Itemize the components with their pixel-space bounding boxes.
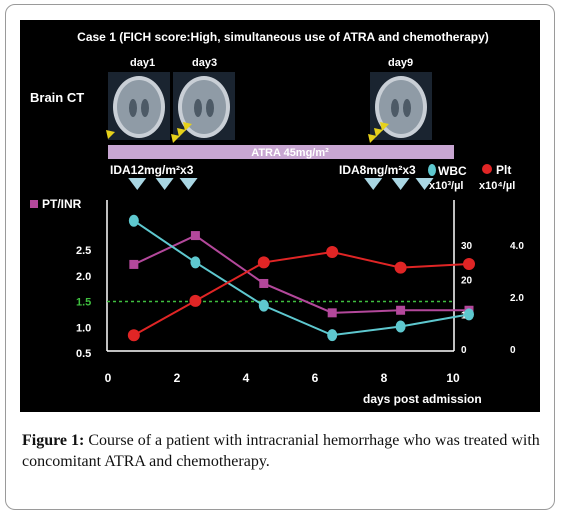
ct-ventricle-left: [194, 99, 202, 117]
chart-panel: Case 1 (FICH score:High, simultaneous us…: [20, 20, 540, 412]
ct-ventricle-right: [206, 99, 214, 117]
left-tick-label: 2.0: [76, 271, 91, 283]
x-tick-label: 2: [174, 371, 181, 385]
mid-tick-label: 30: [461, 241, 473, 252]
atra-label: ATRA 45mg/m²: [251, 147, 329, 159]
data-point: [127, 329, 140, 342]
legend-ptinr-marker: [30, 200, 38, 208]
legend-wbc-marker: [428, 164, 436, 176]
data-point: [190, 256, 201, 269]
ct-arrow-icon: [183, 122, 192, 131]
data-point: [189, 294, 202, 307]
ida-dose-triangle-2-3: [415, 178, 434, 190]
ct-arrow-icon: [106, 130, 115, 139]
ida-dose-markers: [128, 178, 434, 190]
ct-scan-day9: day9: [368, 57, 432, 143]
series-pt-inr: [129, 231, 474, 318]
mid-tick-label: 20: [461, 276, 473, 287]
data-point: [394, 261, 407, 274]
data-point: [129, 259, 139, 269]
right-tick-label: 4.0: [510, 241, 524, 252]
ct-ventricle-right: [403, 99, 411, 117]
ct-arrow-icon: [171, 134, 180, 143]
ida-dose-triangle-1-2: [155, 178, 174, 190]
ida-dose-triangle-1-1: [128, 178, 147, 190]
x-axis-title: days post admission: [363, 392, 482, 406]
x-tick-label: 4: [243, 371, 250, 385]
ida-dose-triangle-1-3: [179, 178, 198, 190]
series-line: [133, 234, 469, 314]
left-tick-label: 1.5: [76, 297, 91, 309]
caption-label: Figure 1:: [22, 432, 85, 449]
atra-bar: [108, 145, 454, 159]
data-point: [464, 308, 474, 321]
ct-arrow-icon: [380, 122, 389, 131]
series-plt: [127, 246, 475, 342]
left-tick-label: 2.5: [76, 245, 91, 257]
data-point: [190, 231, 200, 241]
data-point: [258, 299, 269, 312]
ct-brain: [117, 80, 161, 134]
ct-arrow-icon: [374, 128, 383, 137]
chart-title: Case 1 (FICH score:High, simultaneous us…: [77, 30, 489, 44]
data-point: [463, 257, 475, 270]
chart-svg: Case 1 (FICH score:High, simultaneous us…: [30, 30, 524, 406]
legend-plt-label: Plt: [496, 163, 511, 177]
ct-ventricle-left: [391, 99, 399, 117]
ct-arrow-icon: [368, 134, 377, 143]
data-point: [257, 256, 270, 269]
x-tick-label: 8: [381, 371, 388, 385]
mid-tick-label: 0: [461, 345, 467, 356]
legend-wbc-label: WBC: [438, 164, 467, 178]
legend-plt-marker: [482, 164, 492, 174]
ida-course-2-label: IDA8mg/m²x3: [339, 163, 416, 177]
ct-scan-label: day3: [192, 57, 217, 69]
data-point: [326, 246, 339, 259]
left-tick-label: 0.5: [76, 348, 91, 360]
ct-scans: day1 day3 day9: [106, 57, 432, 143]
data-point: [327, 308, 337, 318]
series: [127, 214, 475, 342]
legend-wbc-unit: x10³/µl: [429, 180, 463, 192]
legend-plt-unit: x10⁴/µl: [479, 180, 515, 192]
data-point: [395, 320, 406, 333]
ida-dose-triangle-2-2: [391, 178, 410, 190]
data-point: [327, 329, 338, 342]
right-tick-label: 0: [510, 345, 516, 356]
series-wbc: [128, 214, 474, 342]
right-tick-label: 2.0: [510, 293, 524, 304]
brain-ct-label: Brain CT: [30, 90, 84, 105]
ct-ventricle-left: [129, 99, 137, 117]
ida-course-1-label: IDA12mg/m²x3: [110, 163, 194, 177]
data-point: [128, 214, 139, 227]
ct-ventricle-right: [141, 99, 149, 117]
ct-scan-day3: day3: [171, 57, 235, 143]
data-point: [396, 305, 406, 315]
figure-caption: Figure 1: Course of a patient with intra…: [22, 430, 542, 472]
x-tick-label: 6: [312, 371, 319, 385]
ct-scan-label: day9: [388, 57, 413, 69]
data-point: [259, 278, 269, 288]
series-line: [133, 251, 470, 337]
ct-brain: [379, 80, 423, 134]
ct-brain: [182, 80, 226, 134]
ida-dose-triangle-2-1: [364, 178, 383, 190]
ct-scan-label: day1: [130, 57, 155, 69]
x-tick-label: 10: [446, 371, 460, 385]
ct-arrow-icon: [177, 128, 186, 137]
caption-text: Course of a patient with intracranial he…: [22, 432, 540, 470]
ct-scan-day1: day1: [106, 57, 170, 140]
left-tick-label: 1.0: [76, 322, 91, 334]
series-line: [133, 219, 470, 337]
legend-ptinr-label: PT/INR: [42, 197, 82, 211]
x-tick-label: 0: [105, 371, 112, 385]
